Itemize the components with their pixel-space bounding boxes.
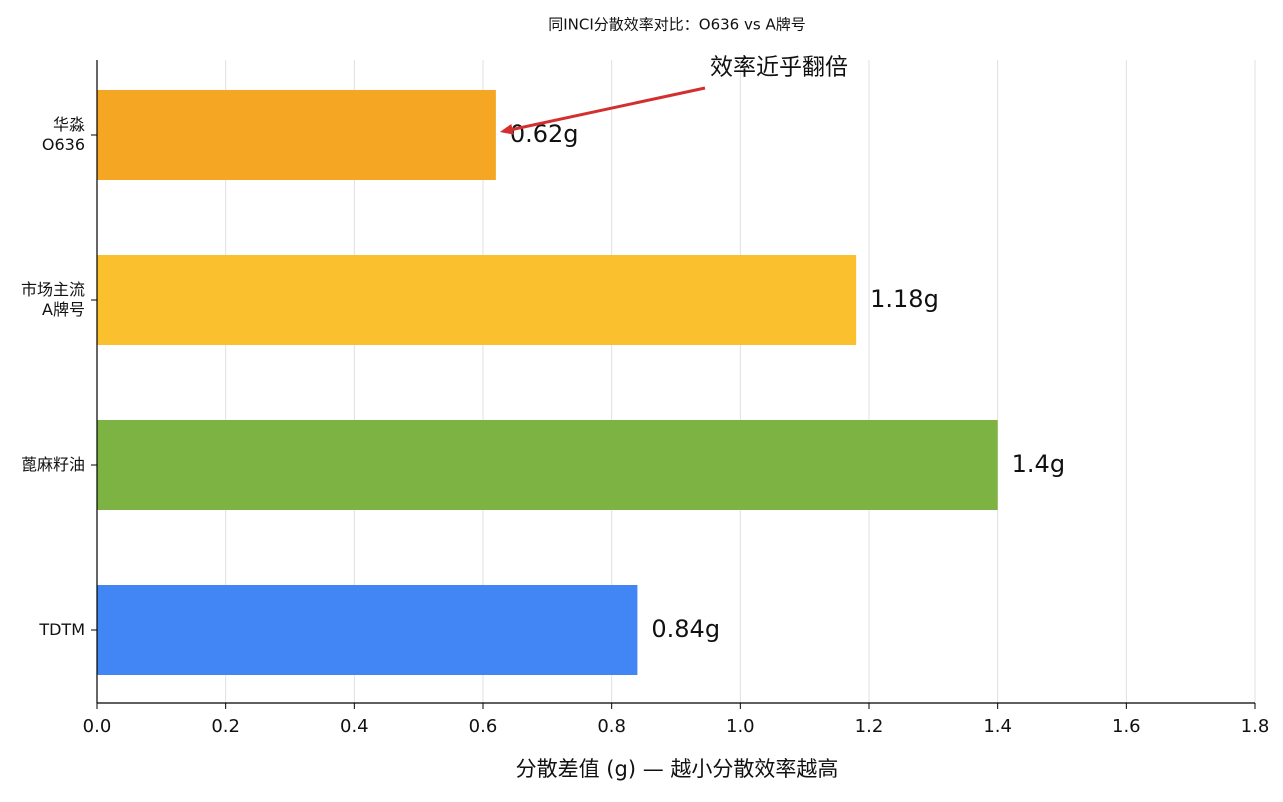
x-tick-label: 0.0 bbox=[83, 716, 112, 737]
y-tick-label: 华淼 O636 bbox=[42, 115, 85, 154]
x-tick-label: 0.2 bbox=[211, 716, 240, 737]
x-tick-label: 0.4 bbox=[340, 716, 369, 737]
bar bbox=[97, 255, 857, 345]
x-tick-label: 1.0 bbox=[726, 716, 755, 737]
bar bbox=[97, 420, 998, 510]
y-tick-label: 市场主流 A牌号 bbox=[21, 280, 85, 319]
x-tick-label: 1.2 bbox=[855, 716, 884, 737]
value-label: 1.4g bbox=[1012, 450, 1065, 478]
annotation-arrowhead bbox=[499, 123, 514, 135]
value-label: 1.18g bbox=[870, 285, 939, 313]
y-tick-label: TDTM bbox=[38, 620, 85, 639]
bar bbox=[97, 90, 496, 180]
x-tick-label: 0.6 bbox=[469, 716, 498, 737]
x-tick-label: 0.8 bbox=[597, 716, 626, 737]
value-label: 0.84g bbox=[651, 615, 720, 643]
annotation-arrow bbox=[509, 86, 706, 132]
bar bbox=[97, 585, 638, 675]
x-tick-label: 1.8 bbox=[1241, 716, 1270, 737]
x-tick-label: 1.6 bbox=[1112, 716, 1141, 737]
x-tick-label: 1.4 bbox=[983, 716, 1012, 737]
x-axis-label: 分散差值 (g) — 越小分散效率越高 bbox=[516, 757, 839, 781]
y-tick-label: 蓖麻籽油 bbox=[21, 455, 85, 474]
chart-title: 同INCI分散效率对比：O636 vs A牌号 bbox=[548, 16, 805, 34]
annotation: 效率近乎翻倍 bbox=[710, 55, 848, 81]
value-label: 0.62g bbox=[510, 120, 579, 148]
